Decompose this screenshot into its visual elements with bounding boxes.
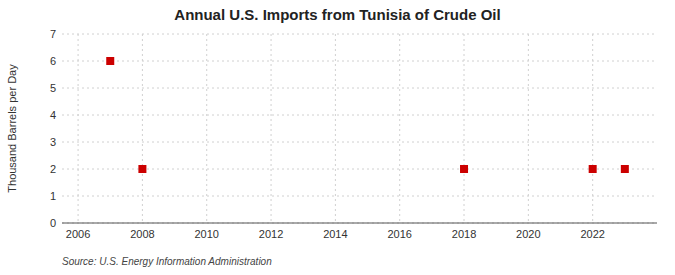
- data-point: [106, 57, 114, 65]
- y-grid-line: [62, 196, 657, 197]
- y-grid-line: [62, 142, 657, 143]
- y-grid-line: [62, 34, 657, 35]
- y-tick-label: 3: [50, 136, 56, 148]
- data-point: [138, 165, 146, 173]
- x-tick-label: 2022: [580, 228, 604, 240]
- y-tick-label: 5: [50, 82, 56, 94]
- data-point: [621, 165, 629, 173]
- tick-labels: 2006 2008 2010 2012 2014 2016 2018 2020 2022 0 1 2 3…: [50, 28, 605, 240]
- y-axis-label: Thousand Barrels per Day: [6, 64, 18, 193]
- x-grid-line: [528, 34, 529, 223]
- x-grid-line: [78, 34, 79, 223]
- x-tick-label: 2012: [259, 228, 283, 240]
- x-grid-line: [592, 34, 593, 223]
- chart-container: 2006 2008 2010 2012 2014 2016 2018 2020 2022 0 1 2 3…: [0, 0, 675, 275]
- plot-background: [62, 34, 657, 223]
- y-grid-line: [62, 169, 657, 170]
- data-point: [589, 165, 597, 173]
- x-grid-line: [206, 34, 207, 223]
- y-tick-label: 1: [50, 190, 56, 202]
- x-tick-label: 2014: [323, 228, 347, 240]
- x-tick-label: 2020: [516, 228, 540, 240]
- y-tick-label: 4: [50, 109, 56, 121]
- y-grid-line: [62, 88, 657, 89]
- x-tick-label: 2016: [387, 228, 411, 240]
- x-tick-label: 2010: [194, 228, 218, 240]
- x-tick-label: 2006: [66, 228, 90, 240]
- y-grid-line: [62, 61, 657, 62]
- y-tick-label: 6: [50, 55, 56, 67]
- y-grid-line: [62, 223, 657, 224]
- source-note: Source: U.S. Energy Information Administ…: [62, 256, 272, 267]
- x-grid-line: [335, 34, 336, 223]
- y-grid-line: [62, 115, 657, 116]
- y-tick-label: 2: [50, 163, 56, 175]
- x-grid-line: [464, 34, 465, 223]
- x-grid-line: [142, 34, 143, 223]
- x-tick-label: 2018: [452, 228, 476, 240]
- grid: [62, 34, 657, 223]
- y-tick-label: 0: [50, 217, 56, 229]
- marks: [106, 57, 629, 173]
- x-tick-label: 2008: [130, 228, 154, 240]
- x-grid-line: [271, 34, 272, 223]
- y-tick-label: 7: [50, 28, 56, 40]
- x-axis-line: [62, 223, 657, 224]
- chart-title: Annual U.S. Imports from Tunisia of Crud…: [174, 6, 500, 23]
- chart-svg: 2006 2008 2010 2012 2014 2016 2018 2020 2022 0 1 2 3…: [0, 0, 675, 275]
- x-grid-line: [399, 34, 400, 223]
- data-point: [460, 165, 468, 173]
